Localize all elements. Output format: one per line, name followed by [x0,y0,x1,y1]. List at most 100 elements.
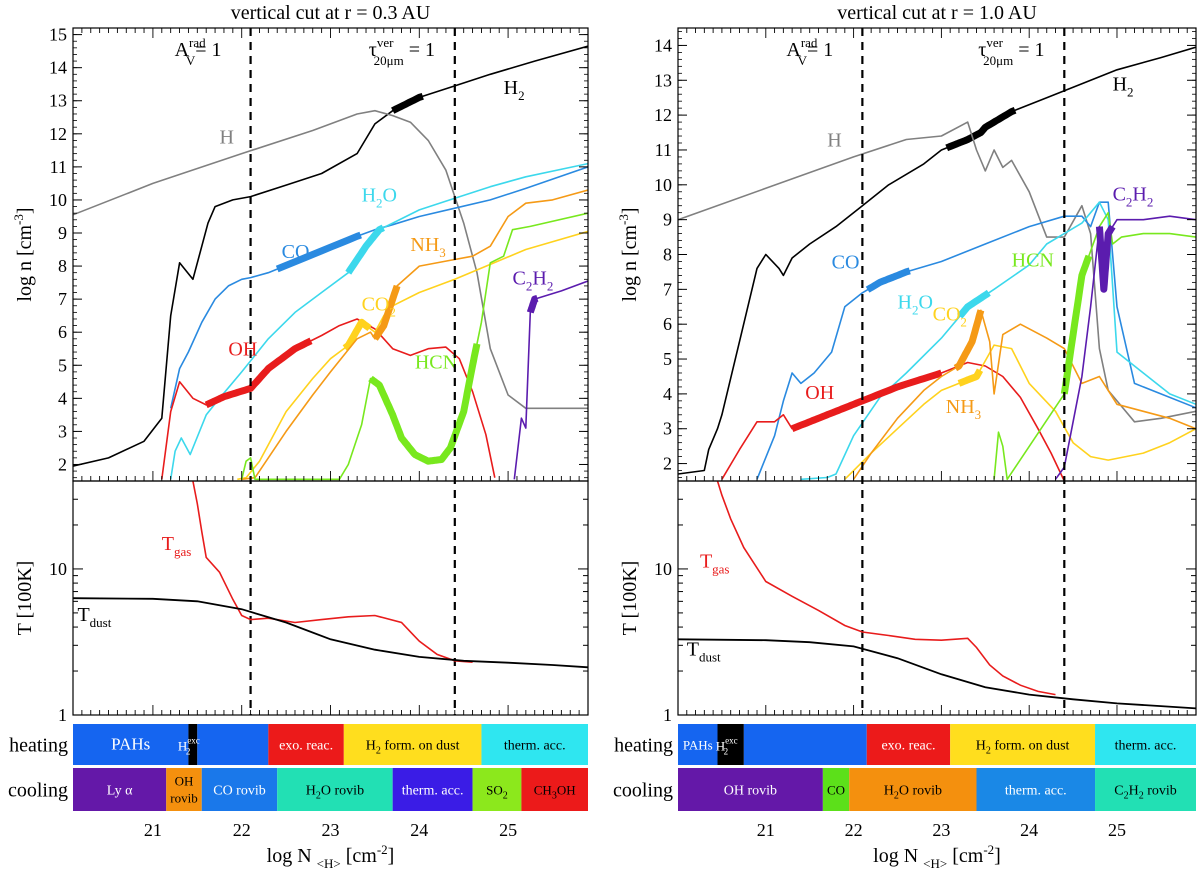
panel1-cooling-band-text-7: CH3OH [534,783,576,802]
panel2-heating-bar: heating PAHs exo. reac. H2 form. on dust the… [614,724,1196,765]
panel2-series-co-line [756,201,1196,480]
panel2-ytick-label: 11 [655,140,672,160]
panel2-ytick-label: 13 [654,70,672,90]
panel1-series-h-line [73,109,588,410]
panel1-cooling-band-text-3: CO rovib [213,784,266,799]
panel2-density-frame [677,27,1197,482]
panel2-cooling-band-text-1: OH rovib [724,784,777,799]
panel2-series-co2-line [844,344,1196,480]
panel2-series-oh-line [721,361,1066,481]
panel1-tdust-label: Tdust [77,604,111,630]
panel1-heating-bar: heating PAHs exo. reac. H2 form. on dust the… [9,724,588,765]
panel1-label-oh: OH [228,338,257,360]
panel2-ytick-label: 10 [654,175,672,195]
panel2-series-c2h2-thick [1095,224,1116,293]
panel1-series-co2-thick [342,318,372,351]
panel2-tgas-line [716,481,1056,696]
panel1-ytick-label: 6 [58,322,67,342]
panel1-temperature-ytick-label: 1 [58,705,67,725]
panel2-heating-band-text-5: H2 form. on dust [976,739,1070,757]
panel1-series-c2h2-thick [526,294,539,315]
panel1-heating-band-3 [197,724,269,765]
panel2-cooling-band-3 [849,768,977,811]
panel2-temperature-frame [677,480,1197,716]
panel1-cooling-band-2 [166,768,202,811]
panel1-temperature-panel: Tgas Tdust 1 10 T [100K] [14,28,589,725]
panel1-cooling-band-text-6: SO2 [486,783,508,802]
panel1-title: vertical cut at r = 0.3 AU [231,2,431,24]
panel1-marker-label-1: Arad V= 1 [175,35,222,68]
panel2-series-oh-thick [790,369,943,432]
panel2-cooling-band-2 [822,768,850,811]
panel2-label-co2: CO2 [933,304,967,330]
panel2-xtick-label: 25 [1108,820,1126,840]
panel1-cooling-label: cooling [8,780,68,802]
panel1-heating-band-6 [481,724,588,765]
panel2-series-nh3-line [852,309,1196,480]
panel2-xtick-label: 22 [845,820,863,840]
panel1-heating-band-4 [268,724,344,765]
panel1-series-nh3-thick [372,284,401,341]
panel1-cooling-bar: cooling Ly α OH rovib CO rovib H2O rovib therm… [8,768,588,811]
panel1-density-panel: H2 H CO H2O OH CO2 NH3 HCN C2H2 Arad V= 1 τver 20μm … [11,25,589,715]
panel1-label-co: CO [282,241,310,263]
panel1-tgas-line [192,481,473,663]
panel2-density-panel: H2 H CO H2O OH CO2 NH3 HCN C2H2 Arad V= 1 τver 20μm … [616,27,1197,715]
panel2-cooling-band-4 [976,768,1096,811]
panel2-ytick-label: 6 [663,314,672,334]
panel2-series-h-line [678,121,1196,423]
panel2-label-h2o: H2O [897,292,932,318]
panel1-heating-band-5 [343,724,482,765]
panel2-cooling-band-text-4: therm. acc. [1005,784,1067,799]
panel2-marker-label-2: τver 20μm = 1 [978,35,1044,68]
panel2-heating-band-text-4: exo. reac. [881,739,935,754]
panel2-ytick-label: 9 [663,210,672,230]
panel1-cooling-band-5 [392,768,473,811]
panel2-heating-band-3 [743,724,867,765]
panel2-xtick-label: 24 [1020,820,1038,840]
panel2-density-ylabel: log n [cm-3] [616,207,641,301]
panel2-series-h2-line [678,46,1196,475]
panel1-ytick-label: 13 [49,91,67,111]
panel1-label-h: H [220,127,234,149]
panel1-tgas-label: Tgas [162,533,192,559]
panel2-temperature-panel: Tgas Tdust 1 10 T [100K] [619,28,1197,725]
panel2-label-h2: H2 [1113,74,1134,100]
panel1-heating-band-1 [73,724,189,765]
panel2-heating-label: heating [614,735,673,757]
panel1-cooling-band-4 [277,768,393,811]
panel1-heating-label: heating [9,735,68,757]
panel2-heating-band-1 [678,724,718,765]
panel2-cooling-band-text-2: CO [827,783,845,798]
panel1-ytick-label: 15 [49,25,67,45]
panel1-cooling-band-text-5: therm. acc. [402,784,464,799]
panel2-temperature-ylabel: T [100K] [619,561,641,636]
panel1-ytick-label: 9 [58,223,67,243]
panel1-group: vertical cut at r = 0.3 AU H2 H CO H2O OH CO2 N… [8,2,589,871]
panel1-ytick-label: 10 [49,190,67,210]
panel2-marker-label-1: Arad V= 1 [786,35,833,68]
panel2-series-co2-thick [957,368,984,387]
panel1-xtick-label: 21 [144,820,162,840]
panel2-label-hcn: HCN [1012,250,1054,272]
panel2-title: vertical cut at r = 1.0 AU [837,2,1037,24]
panel1-heating-h2exc-label: Hexc 2 [178,736,200,757]
panel2-label-nh3: NH3 [946,396,981,422]
panel2-heating-band-4 [866,724,951,765]
panel1-ytick-label: 12 [49,124,67,144]
panel1-ytick-label: 11 [50,157,67,177]
panel1-label-co2: CO2 [362,294,396,320]
panel2-heating-band-5 [950,724,1096,765]
panel2-heating-band-2 [717,724,744,765]
panel1-series-oh-thick [204,337,313,409]
panel1-heating-band-text-1: PAHs [111,735,150,754]
panel1-density-ylabel: log n [cm-3] [11,207,36,301]
panel1-series-h2o-line [169,162,588,480]
panel2-ytick-label: 5 [663,349,672,369]
panel1-series-hcn-thick [367,343,481,465]
panel1-cooling-band-text-1: Ly α [107,784,133,799]
panel2-tdust-label: Tdust [687,639,721,665]
panel1-xtick-label: 22 [233,820,251,840]
panel1-series-h2-thick [391,92,424,114]
